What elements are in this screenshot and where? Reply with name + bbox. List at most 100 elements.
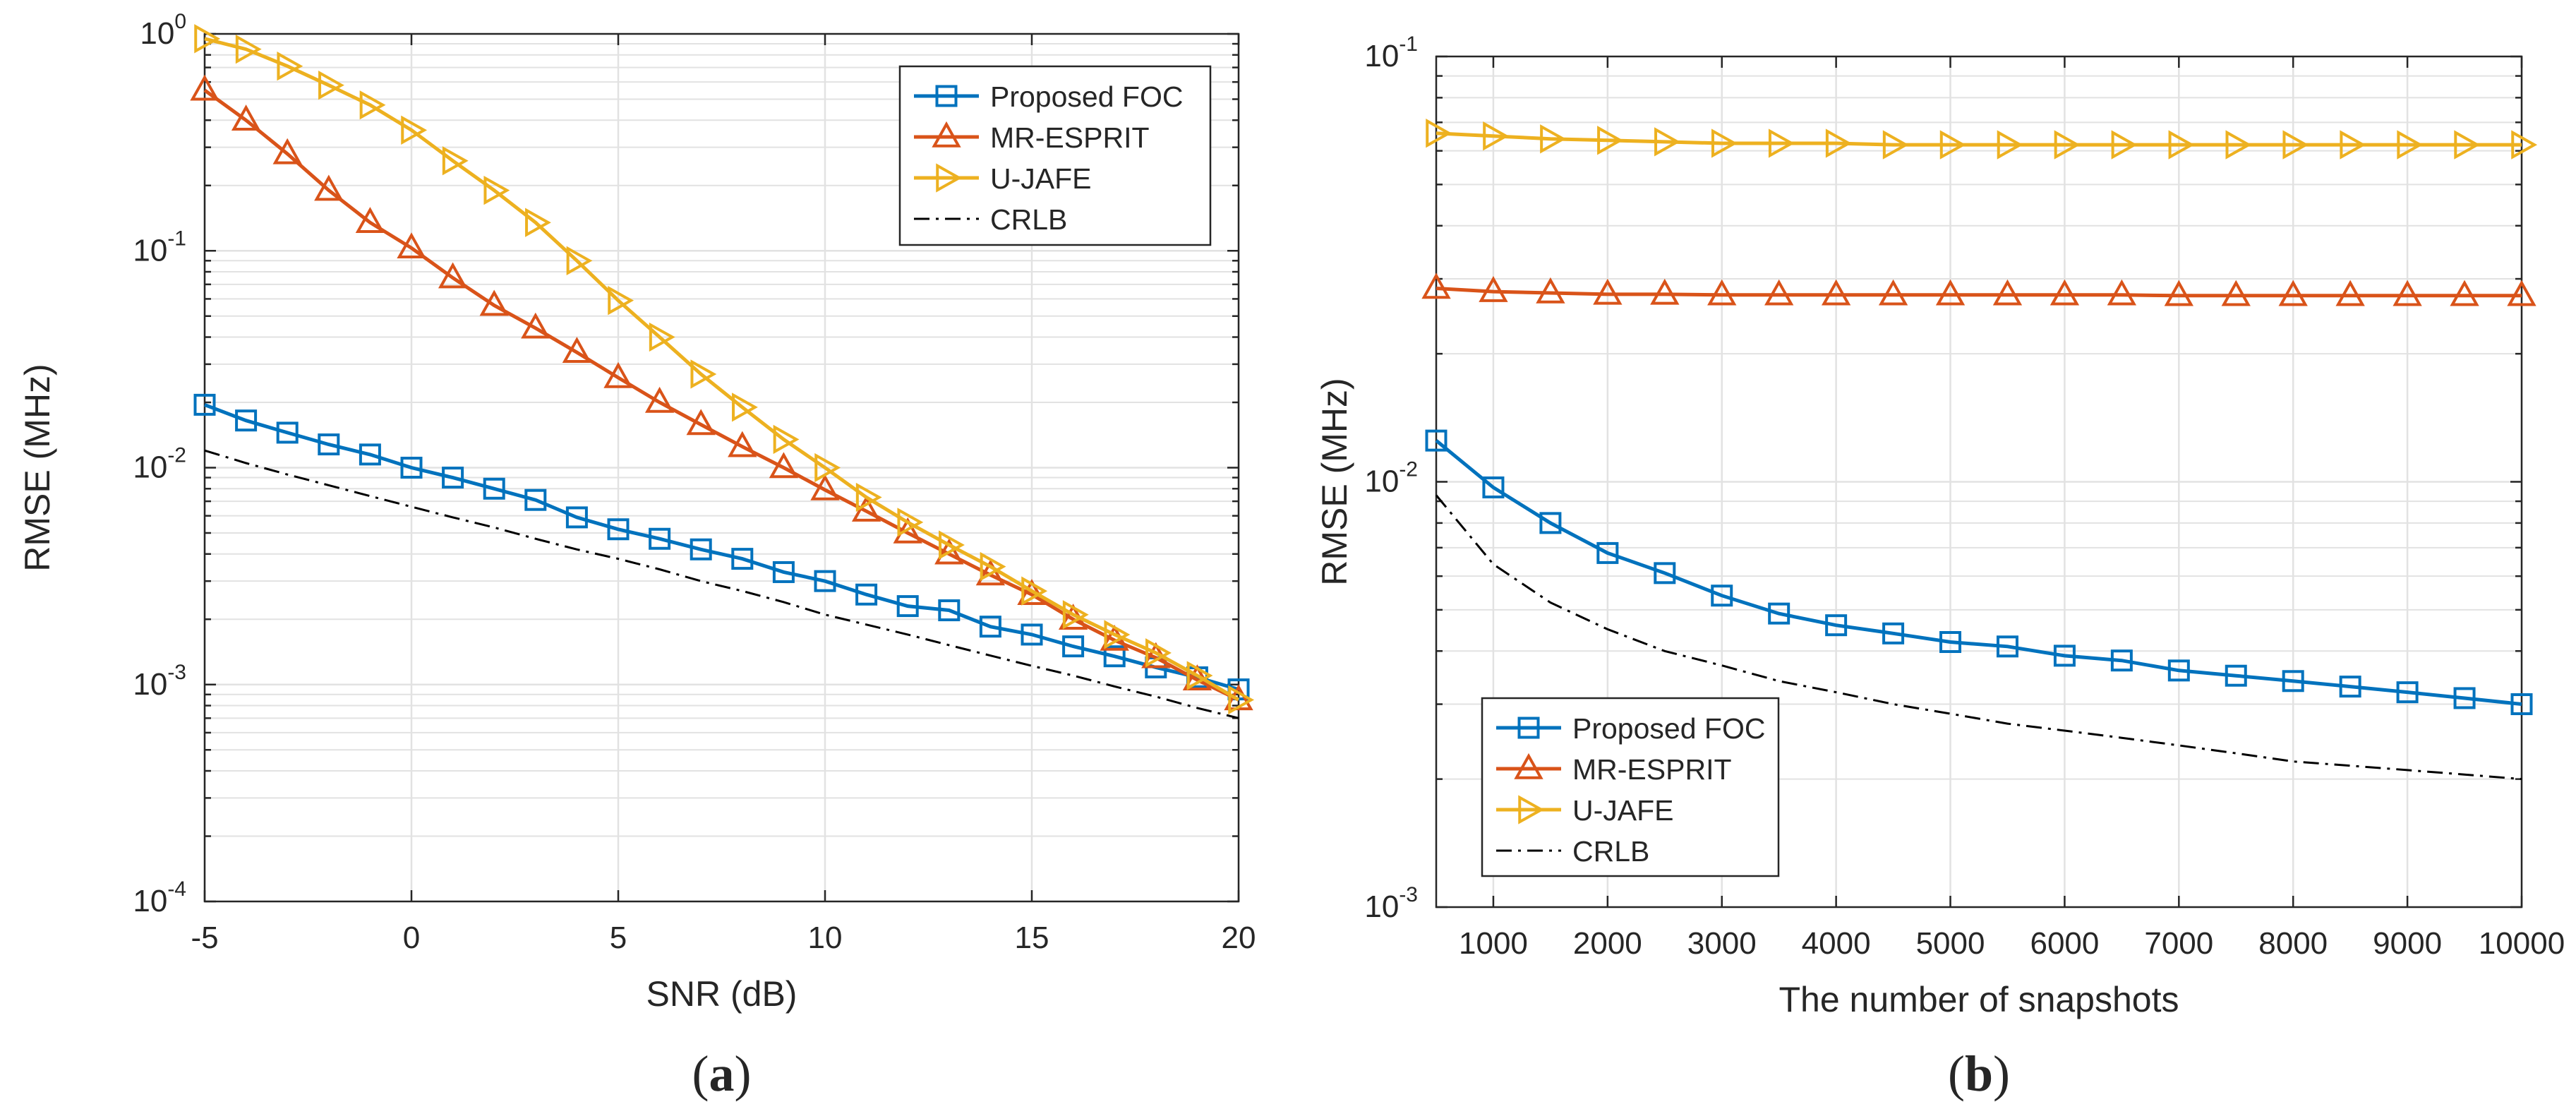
- data-point: [1882, 622, 1905, 645]
- data-point: [359, 90, 386, 120]
- data-point: [934, 538, 964, 565]
- series-proposed-foc: [1425, 429, 2533, 716]
- legend-item: U-JAFE: [914, 162, 1092, 195]
- data-point: [401, 115, 428, 145]
- data-point: [1145, 638, 1172, 668]
- data-point: [235, 409, 258, 432]
- data-point: [1878, 279, 1908, 306]
- data-point: [1479, 275, 1508, 302]
- data-point: [2450, 280, 2479, 306]
- data-point: [855, 482, 882, 512]
- data-point: [2510, 693, 2533, 716]
- data-point: [728, 431, 757, 457]
- data-point: [2507, 280, 2536, 306]
- y-tick-exponent: -1: [1399, 32, 1418, 56]
- data-point: [400, 457, 423, 479]
- x-tick-label: 9000: [2373, 926, 2442, 961]
- data-point: [190, 74, 219, 101]
- y-tick-exponent: -3: [1399, 883, 1418, 906]
- data-point: [438, 262, 468, 289]
- y-tick-base: 10: [133, 884, 167, 918]
- data-point: [2225, 664, 2247, 687]
- chart-panel-b: 1000 2000 3000 4000 5000 6000 7000 8000 9000 1000…: [1315, 32, 2565, 1102]
- data-point: [1597, 126, 1623, 155]
- data-point: [2053, 645, 2076, 667]
- x-axis-label: SNR (dB): [646, 974, 798, 1014]
- data-point: [1426, 119, 1452, 148]
- data-point: [814, 570, 836, 592]
- x-tick-label: 5: [610, 921, 627, 955]
- x-tick-label: 15: [1015, 921, 1049, 955]
- data-point: [2339, 676, 2361, 698]
- data-point: [773, 424, 800, 455]
- legend-label: CRLB: [1572, 835, 1649, 868]
- data-point: [272, 138, 302, 164]
- data-point: [855, 583, 878, 606]
- y-tick-base: 10: [1364, 39, 1399, 73]
- x-tick-label: 3000: [1687, 926, 1757, 961]
- panel-caption: (b): [1948, 1045, 2010, 1102]
- data-point: [1539, 512, 1562, 534]
- data-point: [2278, 280, 2308, 306]
- y-tick-exponent: -4: [167, 877, 186, 901]
- panel-caption: (a): [692, 1045, 752, 1102]
- data-point: [938, 599, 961, 622]
- y-tick-exponent: 0: [174, 10, 186, 33]
- y-tick-base: 10: [133, 667, 167, 702]
- data-point: [1483, 121, 1510, 151]
- y-tick-label: 100: [140, 10, 186, 51]
- data-point: [1186, 661, 1213, 690]
- legend-item: Proposed FOC: [914, 80, 1183, 113]
- data-point: [2511, 130, 2538, 160]
- data-point: [1992, 279, 2023, 306]
- data-point: [2050, 279, 2080, 306]
- data-point: [1825, 614, 1848, 637]
- data-point: [1935, 279, 1966, 306]
- data-point: [2225, 130, 2252, 160]
- data-point: [1228, 685, 1255, 715]
- y-tick-label: 10-3: [133, 661, 186, 702]
- series-line: [204, 403, 1239, 691]
- data-point: [936, 163, 963, 193]
- series-line: [1435, 494, 2522, 781]
- data-point: [2168, 130, 2195, 160]
- series-mr-esprit: [1421, 272, 2536, 306]
- data-point: [814, 452, 841, 483]
- y-tick-label: 10-2: [1364, 458, 1418, 499]
- series-u-jafe: [194, 24, 1255, 715]
- data-point: [565, 506, 588, 529]
- data-point: [979, 616, 1001, 638]
- data-point: [1821, 279, 1851, 306]
- data-point: [562, 337, 592, 363]
- data-point: [1425, 429, 1448, 452]
- y-tick-label: 10-3: [1364, 883, 1418, 924]
- x-tick-label: 0: [403, 921, 420, 955]
- data-point: [1540, 124, 1566, 154]
- data-point: [318, 433, 340, 456]
- x-tick-label: 6000: [2030, 926, 2099, 961]
- data-point: [1654, 127, 1680, 157]
- legend-item: MR-ESPRIT: [914, 121, 1150, 154]
- data-point: [1650, 278, 1680, 305]
- data-point: [442, 467, 464, 489]
- legend-label: Proposed FOC: [990, 80, 1183, 113]
- series-u-jafe: [1426, 119, 2538, 160]
- data-point: [1104, 620, 1131, 649]
- data-point: [359, 443, 381, 466]
- data-point: [1482, 476, 1505, 498]
- data-point: [2282, 670, 2304, 693]
- legend-item: CRLB: [914, 203, 1067, 236]
- series-crlb: [1435, 494, 2522, 781]
- legend-label: Proposed FOC: [1572, 712, 1765, 745]
- data-point: [2111, 130, 2138, 160]
- data-point: [566, 246, 593, 275]
- legend-item: Proposed FOC: [1496, 712, 1765, 745]
- data-point: [318, 71, 344, 100]
- legend-label: MR-ESPRIT: [990, 121, 1150, 154]
- data-point: [2454, 130, 2481, 160]
- data-point: [932, 121, 961, 148]
- legend-item: MR-ESPRIT: [1496, 753, 1732, 786]
- data-point: [690, 538, 712, 561]
- data-point: [2110, 649, 2133, 672]
- y-tick-label: 10-2: [133, 444, 186, 485]
